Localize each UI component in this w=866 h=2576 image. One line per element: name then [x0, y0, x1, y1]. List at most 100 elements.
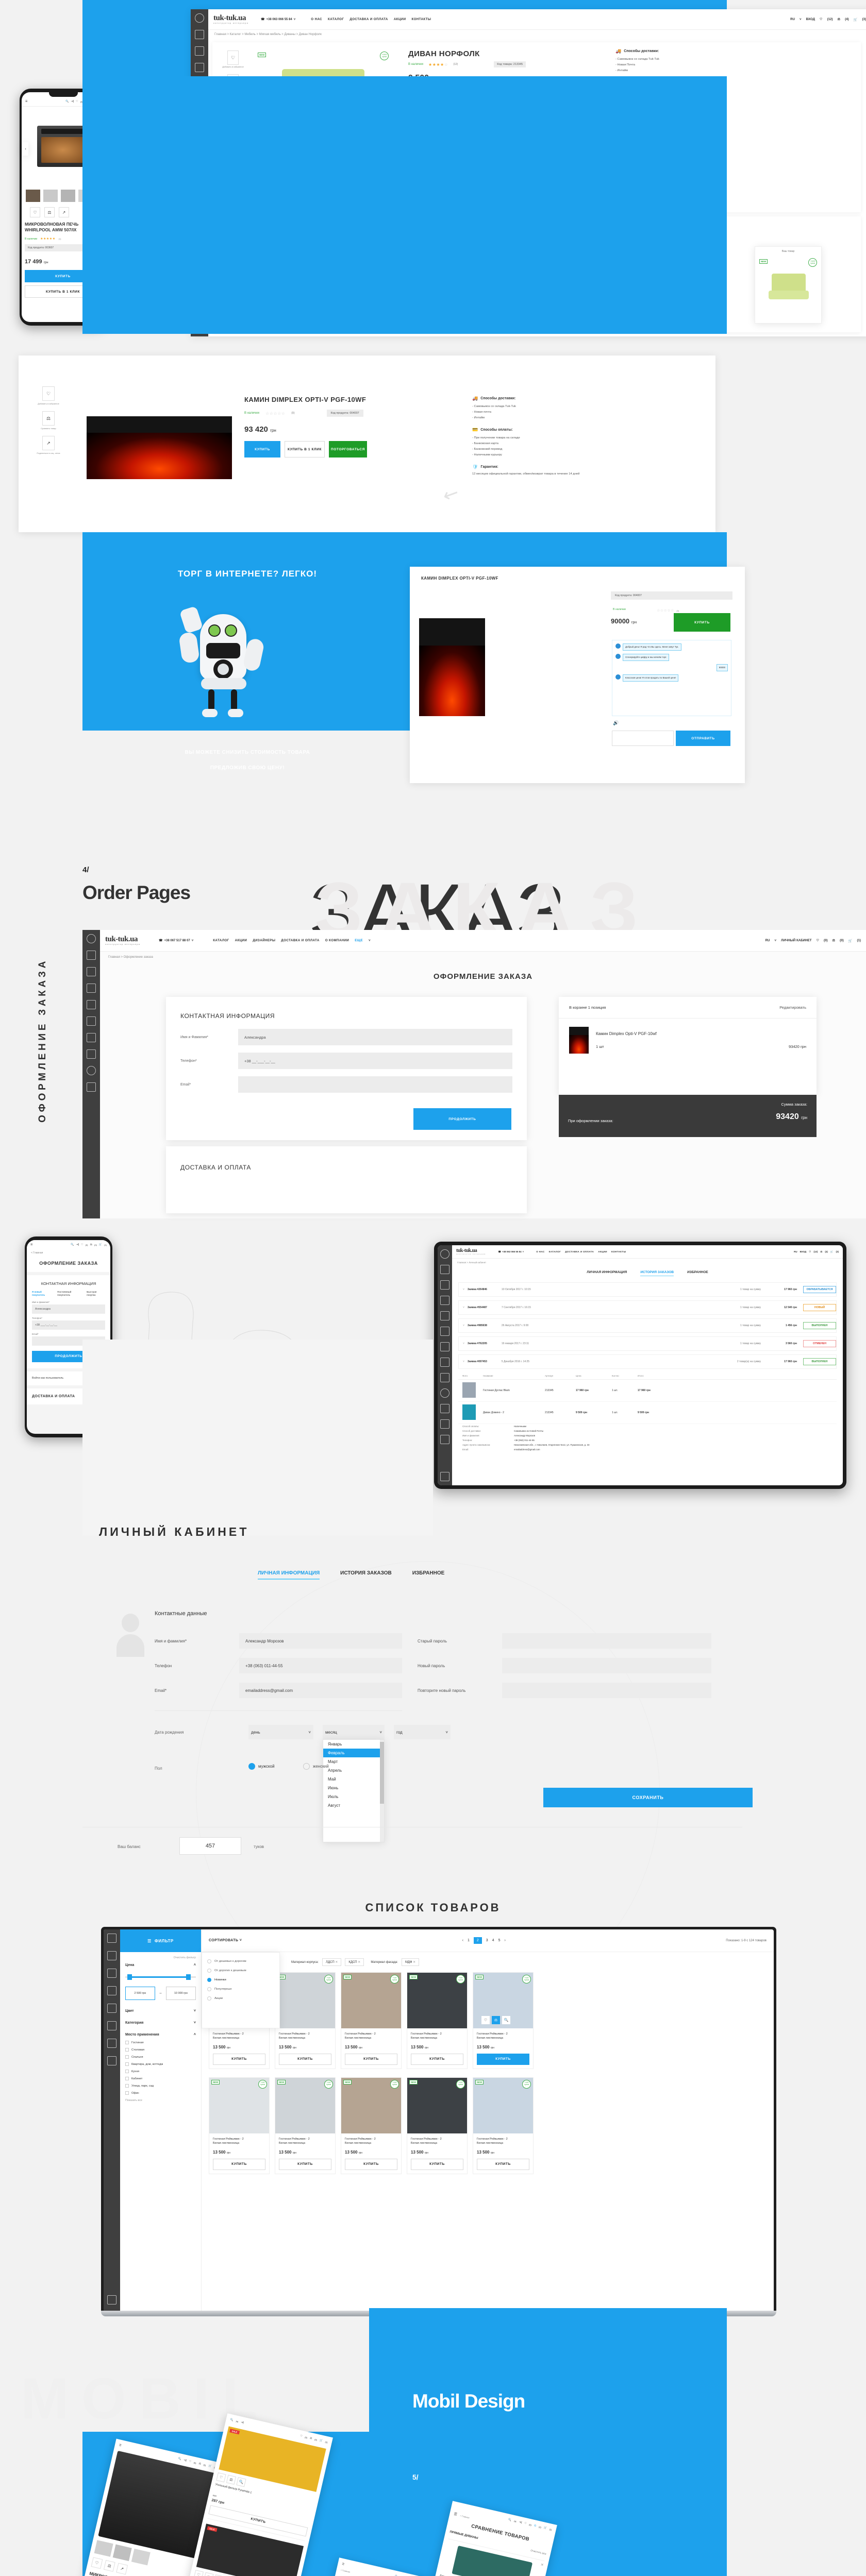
nav-item-promo[interactable]: АКЦИИ [393, 18, 406, 21]
checkbox-icon[interactable] [125, 2055, 129, 2059]
search-icon[interactable]: 🔍 [65, 100, 69, 103]
account-link[interactable]: ЛИЧНЫЙ КАБИНЕТ [781, 939, 812, 942]
buy-button[interactable]: КУПИТЬ [477, 2053, 529, 2065]
buy-button[interactable]: КУПИТЬ [279, 2053, 331, 2065]
bath-icon[interactable] [107, 1951, 116, 1960]
tab-returning-customer[interactable]: Постоянный покупатель [57, 1291, 72, 1296]
expand-icon[interactable]: ˅ [463, 1288, 464, 1291]
radio-icon[interactable] [207, 1987, 211, 1991]
zoom-icon[interactable]: 🔍 [236, 2477, 246, 2487]
compare-icon[interactable]: ⚖ [44, 207, 55, 217]
heart-icon[interactable]: ♡ [216, 2472, 226, 2483]
handle-icon[interactable] [107, 1986, 116, 1995]
chevron-down-icon[interactable]: ˅ [369, 939, 371, 942]
tile-icon[interactable] [87, 1033, 96, 1042]
birth-year-select[interactable]: год ˅ [394, 1725, 451, 1739]
filter-color-header[interactable]: Цвет ˅ [125, 2009, 196, 2013]
heart-icon[interactable]: ♡ [42, 386, 55, 401]
order-navbar[interactable]: tuk-tuk.ua конструктор интерьера ☎ +38 06… [100, 930, 866, 952]
bath-icon[interactable] [87, 1016, 96, 1026]
header-utilities[interactable]: RU ˅ ВХОД ♡ (12) ⚖ (4) 🛒 (3) [790, 18, 866, 22]
favorites-icon[interactable]: ♡ [188, 2460, 192, 2464]
login-icon[interactable]: ⇥] [519, 2520, 522, 2524]
product-title[interactable]: Гостиная Рейкьявик - 2 Белая лиственница [279, 2137, 310, 2145]
door-icon[interactable] [107, 1969, 116, 1978]
buy-button[interactable]: КУПИТЬ [244, 441, 280, 457]
balance-input[interactable]: 457 [179, 1837, 241, 1855]
page-4[interactable]: 4 [492, 1939, 494, 1942]
filter-checkbox-row[interactable]: Кабинет [125, 2077, 196, 2080]
buy-button[interactable]: КУПИТЬ [213, 2158, 265, 2170]
favorites-icon[interactable]: ♡ [816, 939, 820, 942]
sort-option[interactable]: От дешевых к дорогим [202, 1957, 279, 1966]
close-icon[interactable]: ✕ [335, 1961, 338, 1964]
filter-button[interactable]: ☰ ФИЛЬТР [120, 1929, 201, 1952]
expand-icon[interactable]: ˅ [463, 1342, 464, 1345]
filter-checkbox-row[interactable]: Спальня [125, 2055, 196, 2059]
door-icon[interactable] [440, 1358, 449, 1367]
gallery-prev-button[interactable]: ‹ [23, 142, 28, 156]
card-hover-actions[interactable]: ♡ ⚖ 🔍 [481, 2016, 510, 2024]
favorites-icon[interactable]: ♡ [809, 1250, 811, 1253]
breadcrumb[interactable]: Главная > Оформление заказа [108, 956, 153, 959]
breadcrumb[interactable]: Главная > Каталог > Мебель > Мягкая мебе… [214, 33, 322, 36]
page-next-button[interactable]: › [504, 1939, 506, 1942]
buy-button[interactable]: КУПИТЬ [345, 2053, 397, 2065]
compare-icon[interactable]: ⚖ [226, 2475, 237, 2485]
product-title[interactable]: Гостиная Рейкьявик - 2 Белая лиственница [345, 2032, 376, 2040]
header-utilities[interactable]: RU ˅ ЛИЧНЫЙ КАБИНЕТ ♡ (0) ⚖ (0) 🛒 (1) [765, 939, 861, 943]
nav-item-catalog[interactable]: КАТАЛОГ [548, 1250, 561, 1253]
page-5[interactable]: 5 [498, 1939, 501, 1942]
cart-icon[interactable]: 🛒 [98, 1243, 103, 1246]
month-option[interactable]: Май [328, 1777, 336, 1782]
checkbox-icon[interactable] [125, 2077, 129, 2080]
month-dropdown-list[interactable]: Январь Февраль Март Апрель Май Июнь Июль Август [323, 1739, 385, 1842]
hamburger-icon[interactable]: ☰ [453, 2512, 458, 2517]
favorites-icon[interactable]: ♡ [820, 18, 823, 21]
month-option[interactable]: Август [328, 1803, 341, 1808]
field-input[interactable]: Александра [238, 1029, 512, 1045]
filter-place-header[interactable]: Место применения ˄ [125, 2033, 196, 2037]
field-input[interactable]: +38 __-___-__-__ [238, 1053, 512, 1069]
sort-option[interactable]: Новинки [202, 1975, 279, 1985]
month-option[interactable]: Март [328, 1759, 338, 1764]
page-prev-button[interactable]: ‹ [462, 1939, 463, 1942]
login-icon[interactable]: ⇥] [240, 2420, 244, 2425]
field-input[interactable]: +38 ___-__-__-__ [32, 1320, 105, 1330]
nav-item-delivery[interactable]: ДОСТАВКА И ОПЛАТА [349, 18, 388, 21]
dropdown-scrollbar[interactable] [380, 1740, 384, 1842]
field-input[interactable]: Александр Морозов [239, 1633, 402, 1649]
heart-icon[interactable]: ♡ [227, 50, 239, 65]
page-1[interactable]: 1 [467, 1939, 470, 1942]
checkbox-icon[interactable] [125, 2070, 129, 2073]
product-title[interactable]: Гостиная Рейкьявик - 2 Белая лиственница [345, 2137, 376, 2145]
close-icon[interactable]: ✕ [413, 1961, 416, 1964]
nav-item-delivery[interactable]: ДОСТАВКА И ОПЛАТА [281, 939, 320, 942]
compare-icon[interactable]: ⚖ [204, 2572, 214, 2576]
tab-quick-buy[interactable]: Быстрая покупка [87, 1291, 97, 1296]
art-icon[interactable] [440, 1404, 449, 1413]
login-icon[interactable]: ⇥] [76, 1243, 79, 1246]
product-title[interactable]: Гостиная Рейкьявик - 2 Белая лиственница [213, 2137, 244, 2145]
month-option[interactable]: Апрель [328, 1768, 342, 1773]
tab-new-customer[interactable]: Я новый покупатель [32, 1291, 45, 1296]
gender-male-radio[interactable]: мужской [248, 1763, 275, 1770]
brand-logo[interactable]: tuk-tuk.ua конструктор интерьера [105, 935, 141, 945]
textile-icon[interactable] [440, 1296, 449, 1305]
nav-item-about[interactable]: О НАС [536, 1250, 545, 1253]
close-icon[interactable]: ✕ [358, 1961, 361, 1964]
compare-icon[interactable]: ⚖ [832, 939, 836, 942]
heart-icon[interactable]: ♡ [481, 2016, 490, 2024]
product-navbar[interactable]: tuk-tuk.ua конструктор интерьера ☎ +38 0… [208, 9, 866, 30]
filter-checkbox-row[interactable]: Офис [125, 2091, 196, 2095]
thumbnail[interactable] [94, 2540, 113, 2557]
heart-icon[interactable]: ♡ [30, 207, 40, 217]
product-title[interactable]: Гостиная Рейкьявик - 2 Белая лиственница [477, 2032, 508, 2040]
show-all-link[interactable]: Показать все [125, 2099, 142, 2102]
